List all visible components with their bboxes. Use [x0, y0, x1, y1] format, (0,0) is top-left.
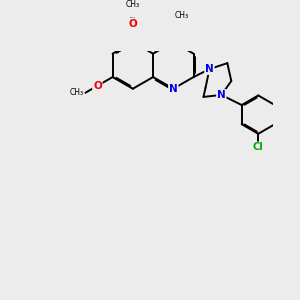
Text: CH₃: CH₃: [70, 88, 84, 97]
Text: CH₃: CH₃: [175, 11, 189, 20]
Text: methoxy: methoxy: [130, 16, 136, 18]
Text: N: N: [205, 64, 214, 74]
Text: O: O: [128, 20, 137, 29]
Text: N: N: [217, 90, 226, 100]
Text: Cl: Cl: [253, 142, 264, 152]
Text: CH₃: CH₃: [126, 0, 140, 9]
Text: N: N: [169, 84, 178, 94]
Text: O: O: [93, 81, 102, 91]
